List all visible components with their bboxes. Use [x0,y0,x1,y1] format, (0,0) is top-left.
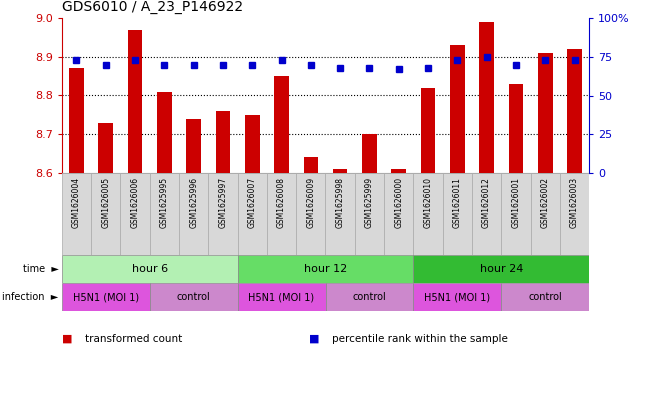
Bar [274,76,289,173]
Bar [245,115,260,173]
Bar [238,283,326,311]
Bar [128,29,143,173]
Bar [120,173,150,255]
Text: control: control [177,292,210,302]
Text: ■: ■ [309,334,320,343]
Text: control: control [353,292,386,302]
Text: ■: ■ [62,334,72,343]
Bar [531,173,560,255]
Text: H5N1 (MOI 1): H5N1 (MOI 1) [249,292,314,302]
Text: GSM1626000: GSM1626000 [395,177,403,228]
Bar [501,283,589,311]
Bar [62,283,150,311]
Text: GSM1625996: GSM1625996 [189,177,198,228]
Bar [567,49,582,173]
Bar [238,173,267,255]
Text: hour 6: hour 6 [132,264,168,274]
Text: GSM1626010: GSM1626010 [424,177,432,228]
Bar [91,173,120,255]
Bar [303,158,318,173]
Text: GSM1626006: GSM1626006 [131,177,139,228]
Text: GSM1626005: GSM1626005 [102,177,110,228]
Text: GSM1626002: GSM1626002 [541,177,549,228]
Bar [413,173,443,255]
Text: GSM1626007: GSM1626007 [248,177,256,228]
Text: time  ►: time ► [23,264,59,274]
Text: hour 12: hour 12 [304,264,347,274]
Text: GSM1625997: GSM1625997 [219,177,227,228]
Text: GSM1625995: GSM1625995 [160,177,169,228]
Bar [98,123,113,173]
Bar [215,111,230,173]
Bar [384,173,413,255]
Bar [355,173,384,255]
Text: GSM1626011: GSM1626011 [453,177,462,228]
Text: H5N1 (MOI 1): H5N1 (MOI 1) [424,292,490,302]
Bar [267,173,296,255]
Bar [150,283,238,311]
Bar [326,173,355,255]
Text: percentile rank within the sample: percentile rank within the sample [332,334,508,343]
Text: transformed count: transformed count [85,334,182,343]
Text: GDS6010 / A_23_P146922: GDS6010 / A_23_P146922 [62,0,243,14]
Bar [450,45,465,173]
Bar [501,173,531,255]
Bar [208,173,238,255]
Bar [508,84,523,173]
Text: H5N1 (MOI 1): H5N1 (MOI 1) [73,292,139,302]
Bar [538,53,553,173]
Text: control: control [529,292,562,302]
Text: GSM1625999: GSM1625999 [365,177,374,228]
Bar [62,173,91,255]
Text: GSM1626009: GSM1626009 [307,177,315,228]
Bar [296,173,326,255]
Bar [362,134,377,173]
Bar [186,119,201,173]
Bar [413,255,589,283]
Text: GSM1626001: GSM1626001 [512,177,520,228]
Bar [326,283,413,311]
Bar [333,169,348,173]
Text: infection  ►: infection ► [3,292,59,302]
Text: hour 24: hour 24 [480,264,523,274]
Text: GSM1626008: GSM1626008 [277,177,286,228]
Text: GSM1625998: GSM1625998 [336,177,344,228]
Text: GSM1626003: GSM1626003 [570,177,579,228]
Bar [69,68,84,173]
Bar [150,173,179,255]
Text: GSM1626004: GSM1626004 [72,177,81,228]
Bar [443,173,472,255]
Bar [479,22,494,173]
Bar [472,173,501,255]
Bar [413,283,501,311]
Bar [179,173,208,255]
Text: GSM1626012: GSM1626012 [482,177,491,228]
Bar [157,92,172,173]
Bar [62,255,238,283]
Bar [238,255,413,283]
Bar [391,169,406,173]
Bar [421,88,436,173]
Bar [560,173,589,255]
